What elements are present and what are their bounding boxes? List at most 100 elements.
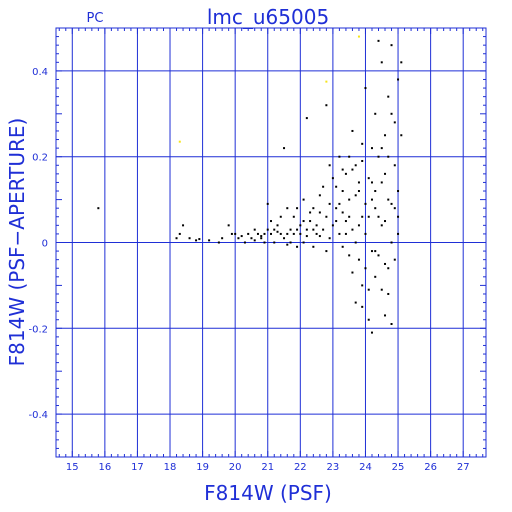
x-axis-label: F814W (PSF) [204, 481, 332, 505]
data-point [276, 224, 279, 227]
x-tick-label: 24 [359, 462, 372, 473]
data-point [364, 267, 367, 270]
data-point [328, 237, 331, 240]
data-point [292, 232, 295, 235]
data-point [309, 211, 312, 214]
data-point [208, 239, 211, 242]
data-point [357, 190, 360, 193]
data-point [348, 215, 351, 218]
data-point [305, 235, 308, 238]
data-point [397, 232, 400, 235]
data-point [325, 215, 328, 218]
x-tick-label: 27 [457, 462, 470, 473]
data-point [361, 284, 364, 287]
data-point [240, 235, 243, 238]
data-point [315, 232, 318, 235]
data-point [256, 232, 259, 235]
data-point [380, 181, 383, 184]
x-tick-label: 16 [98, 462, 111, 473]
data-point [390, 202, 393, 205]
data-point [331, 224, 334, 227]
x-tick-label: 17 [131, 462, 144, 473]
data-point [374, 207, 377, 210]
data-point [357, 224, 360, 227]
data-point [397, 78, 400, 81]
data-point [364, 232, 367, 235]
data-point [296, 228, 299, 231]
data-point [286, 207, 289, 210]
data-point [364, 202, 367, 205]
data-point [367, 288, 370, 291]
data-point [341, 245, 344, 248]
data-points [97, 35, 403, 334]
data-point [400, 61, 403, 64]
data-point [370, 147, 373, 150]
data-point [387, 95, 390, 98]
data-point [273, 241, 276, 244]
data-point [384, 220, 387, 223]
y-tick-label: -0.4 [28, 410, 48, 421]
data-point [361, 215, 364, 218]
data-point [178, 140, 181, 143]
data-point [354, 241, 357, 244]
data-point [328, 202, 331, 205]
data-point [357, 35, 360, 38]
data-point [348, 198, 351, 201]
data-point [286, 232, 289, 235]
data-point [260, 235, 263, 238]
data-point [322, 185, 325, 188]
data-point [296, 245, 299, 248]
data-point [266, 228, 269, 231]
data-point [384, 172, 387, 175]
data-point [299, 224, 302, 227]
data-point [380, 61, 383, 64]
data-point [390, 44, 393, 47]
data-point [315, 224, 318, 227]
y-tick-label: 0.4 [32, 67, 48, 78]
data-point [338, 232, 341, 235]
data-point [296, 207, 299, 210]
data-point [325, 250, 328, 253]
data-point [299, 232, 302, 235]
data-point [393, 207, 396, 210]
data-point [351, 129, 354, 132]
data-point [312, 245, 315, 248]
data-point [351, 228, 354, 231]
data-point [250, 237, 253, 240]
data-point [279, 232, 282, 235]
x-tick-label: 21 [261, 462, 274, 473]
data-point [370, 331, 373, 334]
data-point [279, 215, 282, 218]
data-point [302, 220, 305, 223]
data-point [393, 258, 396, 261]
data-point [361, 159, 364, 162]
data-point [309, 220, 312, 223]
data-point [325, 80, 328, 83]
data-point [338, 202, 341, 205]
data-point [370, 250, 373, 253]
data-point [357, 181, 360, 184]
data-point [377, 215, 380, 218]
data-point [357, 258, 360, 261]
data-point [217, 241, 220, 244]
data-point [374, 112, 377, 115]
data-point [318, 235, 321, 238]
data-point [335, 207, 338, 210]
data-point [367, 318, 370, 321]
y-tick-label: 0 [42, 239, 48, 250]
x-tick-label: 22 [294, 462, 307, 473]
data-point [351, 168, 354, 171]
data-point [387, 155, 390, 158]
data-point [380, 147, 383, 150]
data-point [351, 271, 354, 274]
data-point [234, 232, 237, 235]
data-point [253, 239, 256, 242]
x-tick-label: 25 [392, 462, 405, 473]
data-point [276, 230, 279, 233]
data-point [286, 243, 289, 246]
data-point [243, 241, 246, 244]
data-point [227, 224, 230, 227]
data-point [289, 228, 292, 231]
data-point [263, 241, 266, 244]
y-tick-labels: -0.4 -0.2 0 0.2 0.4 [28, 67, 48, 421]
